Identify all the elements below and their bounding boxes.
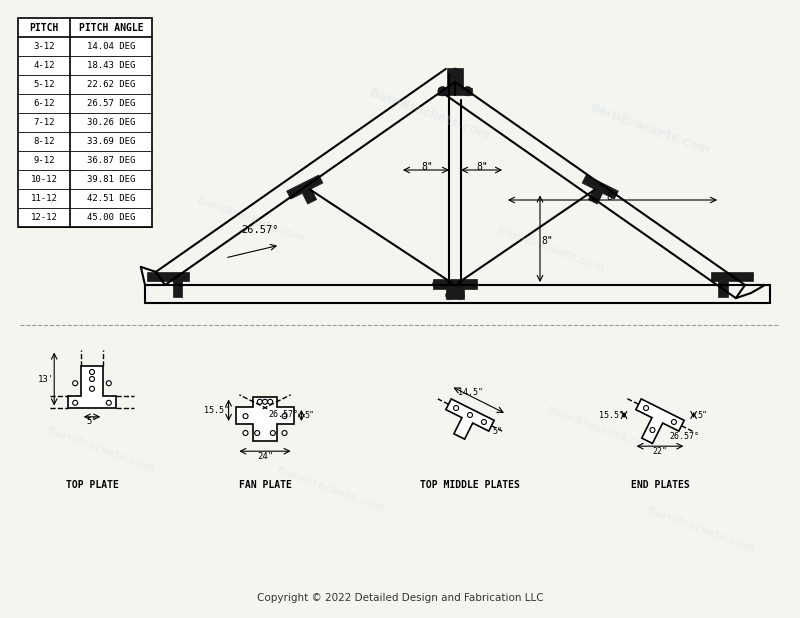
Text: TOP PLATE: TOP PLATE <box>66 480 118 490</box>
Text: 24": 24" <box>257 452 273 461</box>
Text: 33.69 DEG: 33.69 DEG <box>87 137 135 146</box>
Circle shape <box>90 376 94 381</box>
Text: 5": 5" <box>493 427 502 436</box>
Polygon shape <box>68 366 116 408</box>
Text: 8": 8" <box>606 192 618 202</box>
Text: 4-12: 4-12 <box>34 61 54 70</box>
Text: PITCH ANGLE: PITCH ANGLE <box>78 22 143 33</box>
Circle shape <box>73 381 78 386</box>
Text: 8": 8" <box>421 162 433 172</box>
Circle shape <box>254 431 260 436</box>
Text: 26.57°: 26.57° <box>268 410 298 419</box>
Text: 36.87 DEG: 36.87 DEG <box>87 156 135 165</box>
Text: 3-12: 3-12 <box>34 42 54 51</box>
Circle shape <box>470 281 477 287</box>
Text: TOP MIDDLE PLATES: TOP MIDDLE PLATES <box>420 480 520 490</box>
Text: 5": 5" <box>697 410 707 420</box>
Circle shape <box>650 428 655 433</box>
Text: BarnBrackets.com: BarnBrackets.com <box>588 102 712 158</box>
Circle shape <box>438 87 447 96</box>
Text: END PLATES: END PLATES <box>630 480 690 490</box>
Text: 26.57°: 26.57° <box>669 432 699 441</box>
Text: 15.5": 15.5" <box>599 410 625 420</box>
Circle shape <box>73 400 78 405</box>
Text: 8": 8" <box>476 162 488 172</box>
Circle shape <box>270 431 275 436</box>
Text: 9-12: 9-12 <box>34 156 54 165</box>
Polygon shape <box>147 271 189 297</box>
Circle shape <box>282 431 287 436</box>
Text: 6-12: 6-12 <box>34 99 54 108</box>
Polygon shape <box>433 279 477 299</box>
Text: 12-12: 12-12 <box>30 213 58 222</box>
Text: FAN PLATE: FAN PLATE <box>238 480 291 490</box>
Text: PITCH: PITCH <box>30 22 58 33</box>
Text: 13': 13' <box>38 375 54 384</box>
Text: 14.04 DEG: 14.04 DEG <box>87 42 135 51</box>
Text: 8-12: 8-12 <box>34 137 54 146</box>
Circle shape <box>243 431 248 436</box>
Circle shape <box>90 386 94 391</box>
Text: BarnBrackets.com: BarnBrackets.com <box>45 426 155 474</box>
Circle shape <box>482 420 486 425</box>
Text: BarnBrackets.com: BarnBrackets.com <box>368 87 492 143</box>
Text: 22": 22" <box>653 446 667 455</box>
Text: BarnBrackets.com: BarnBrackets.com <box>495 226 605 274</box>
Circle shape <box>454 405 458 410</box>
Circle shape <box>90 370 94 375</box>
Polygon shape <box>582 175 618 204</box>
Circle shape <box>671 420 677 425</box>
Text: 26.57 DEG: 26.57 DEG <box>87 99 135 108</box>
Circle shape <box>106 400 111 405</box>
Polygon shape <box>711 271 753 297</box>
Circle shape <box>282 413 287 418</box>
Circle shape <box>463 87 472 96</box>
Text: 5-12: 5-12 <box>34 80 54 89</box>
Bar <box>18 18 152 227</box>
Text: BarnBrackets.com: BarnBrackets.com <box>195 196 305 244</box>
Circle shape <box>467 412 473 418</box>
Text: BarnBrackets.com: BarnBrackets.com <box>545 406 655 454</box>
Text: 26.57°: 26.57° <box>242 225 278 235</box>
Text: 5": 5" <box>86 417 98 426</box>
Text: 10-12: 10-12 <box>30 175 58 184</box>
Text: 22.62 DEG: 22.62 DEG <box>87 80 135 89</box>
Circle shape <box>268 399 273 404</box>
Text: 42.51 DEG: 42.51 DEG <box>87 194 135 203</box>
Polygon shape <box>438 69 472 95</box>
Text: 39.81 DEG: 39.81 DEG <box>87 175 135 184</box>
Circle shape <box>243 413 248 418</box>
Text: 30.26 DEG: 30.26 DEG <box>87 118 135 127</box>
Circle shape <box>106 381 111 386</box>
Text: BarnBrackets.com: BarnBrackets.com <box>275 466 385 514</box>
Text: 5": 5" <box>304 411 314 420</box>
Text: 15.5": 15.5" <box>205 407 230 415</box>
Polygon shape <box>286 175 323 204</box>
Circle shape <box>262 399 267 404</box>
Circle shape <box>433 281 440 287</box>
Circle shape <box>258 399 262 404</box>
Text: 8": 8" <box>541 236 553 246</box>
Text: Copyright © 2022 Detailed Design and Fabrication LLC: Copyright © 2022 Detailed Design and Fab… <box>257 593 543 603</box>
Circle shape <box>643 405 649 410</box>
Polygon shape <box>636 399 684 444</box>
Circle shape <box>457 292 464 299</box>
Text: 45.00 DEG: 45.00 DEG <box>87 213 135 222</box>
Text: 7-12: 7-12 <box>34 118 54 127</box>
Text: 14.5": 14.5" <box>458 387 483 397</box>
Circle shape <box>450 69 459 77</box>
Text: 18.43 DEG: 18.43 DEG <box>87 61 135 70</box>
Polygon shape <box>237 397 294 441</box>
Text: 11-12: 11-12 <box>30 194 58 203</box>
Circle shape <box>446 292 454 299</box>
Text: BarnBrackets.com: BarnBrackets.com <box>645 506 755 554</box>
Polygon shape <box>446 399 494 439</box>
